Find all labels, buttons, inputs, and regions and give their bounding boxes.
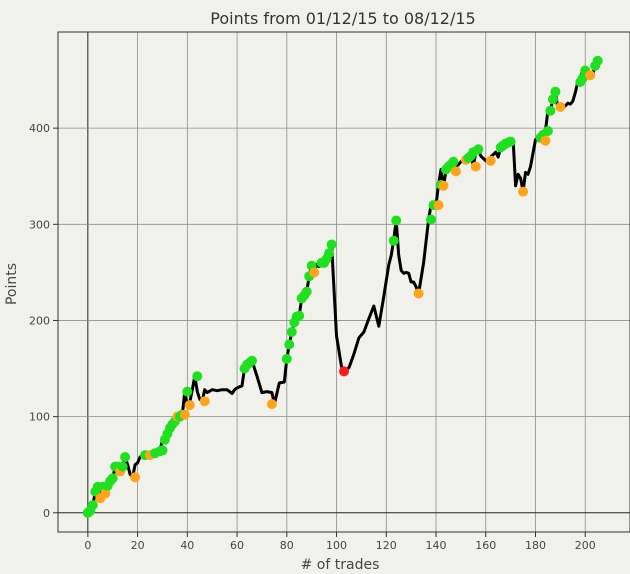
- x-tick-label: 140: [426, 539, 447, 552]
- marker-win: [577, 73, 588, 84]
- y-tick-label: 200: [29, 314, 50, 327]
- marker-win: [247, 355, 257, 366]
- marker-loss: [433, 200, 444, 211]
- marker-win: [542, 126, 553, 136]
- x-tick-label: 200: [575, 539, 596, 552]
- marker-win: [294, 310, 305, 321]
- marker-win: [87, 500, 98, 511]
- marker-win: [473, 144, 484, 155]
- x-tick-label: 180: [525, 539, 546, 552]
- marker-win: [157, 445, 168, 456]
- marker-win: [448, 156, 459, 167]
- marker-win: [284, 339, 295, 350]
- marker-loss: [485, 155, 496, 166]
- marker-win: [550, 86, 561, 97]
- marker-low: [339, 366, 349, 377]
- marker-loss: [540, 135, 551, 146]
- x-axis: 0 20 40 60 80 100 120 140 160 180 200: [84, 532, 596, 552]
- marker-win: [107, 473, 118, 484]
- marker-loss: [585, 70, 596, 81]
- y-axis-label: Points: [4, 263, 20, 305]
- marker-win: [117, 461, 128, 472]
- y-tick-label: 400: [29, 122, 50, 135]
- y-tick-label: 100: [29, 411, 50, 424]
- x-tick-label: 0: [84, 539, 91, 552]
- x-tick-label: 80: [280, 539, 294, 552]
- marker-win: [388, 235, 399, 246]
- marker-win: [426, 214, 436, 225]
- marker-loss: [100, 488, 111, 499]
- marker-win: [547, 94, 558, 105]
- x-tick-label: 120: [376, 539, 397, 552]
- x-tick-label: 40: [180, 539, 194, 552]
- x-axis-label: # of trades: [301, 557, 380, 573]
- x-tick-label: 20: [131, 539, 145, 552]
- marker-loss: [184, 400, 195, 411]
- plot-area: [57, 31, 630, 533]
- x-tick-label: 100: [326, 539, 347, 552]
- marker-win: [505, 136, 516, 147]
- marker-loss: [130, 472, 141, 483]
- marker-win: [301, 286, 312, 297]
- marker-loss: [555, 102, 566, 112]
- x-tick-label: 60: [230, 539, 244, 552]
- marker-win: [182, 386, 193, 397]
- grid: [58, 32, 630, 532]
- marker-loss: [413, 288, 424, 299]
- marker-win: [545, 105, 556, 116]
- y-axis: 0 100 200 300 400: [29, 122, 58, 520]
- marker-loss: [266, 399, 277, 410]
- marker-loss: [518, 186, 529, 197]
- marker-loss: [199, 396, 210, 407]
- chart-title: Points from 01/12/15 to 08/12/15: [210, 9, 475, 28]
- marker-win: [120, 452, 131, 462]
- marker-win: [391, 215, 402, 226]
- x-tick-label: 160: [475, 539, 496, 552]
- marker-loss: [450, 166, 461, 177]
- markers: [82, 55, 603, 518]
- marker-loss: [438, 180, 449, 191]
- y-tick-label: 0: [43, 507, 50, 520]
- marker-loss: [470, 161, 481, 172]
- y-tick-label: 300: [29, 218, 50, 231]
- marker-win: [192, 371, 203, 382]
- marker-win: [286, 327, 297, 337]
- marker-loss: [179, 409, 190, 420]
- marker-win: [281, 353, 292, 364]
- marker-loss: [309, 267, 320, 278]
- marker-win: [592, 55, 603, 66]
- marker-win: [326, 239, 337, 250]
- points-line: [86, 59, 602, 514]
- marker-win: [324, 248, 335, 259]
